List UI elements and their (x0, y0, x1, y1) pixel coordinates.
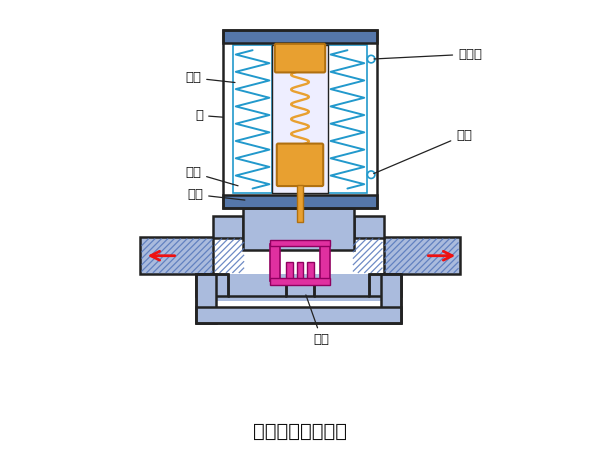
Bar (242, 208, 355, 250)
Bar (271, 244, 280, 281)
FancyBboxPatch shape (277, 144, 323, 186)
Text: 小孔: 小孔 (187, 188, 245, 201)
Bar (196, 274, 228, 296)
Bar (223, 30, 377, 43)
Bar (369, 274, 401, 296)
Bar (271, 279, 329, 285)
FancyBboxPatch shape (275, 44, 325, 72)
Text: 罩: 罩 (195, 109, 223, 122)
Bar (196, 274, 401, 301)
Bar (140, 237, 213, 274)
Text: 阀杆: 阀杆 (374, 129, 472, 174)
Bar (384, 237, 460, 274)
Bar (307, 261, 314, 281)
Bar (233, 45, 272, 193)
Bar (213, 216, 242, 238)
Circle shape (367, 171, 375, 178)
Bar (381, 274, 401, 323)
Bar (320, 244, 329, 281)
Bar (196, 274, 216, 323)
Text: 导阀: 导阀 (306, 295, 330, 346)
Text: 线圈: 线圈 (185, 71, 235, 84)
Text: 定铁心: 定铁心 (374, 48, 482, 61)
Bar (223, 195, 377, 208)
Circle shape (367, 55, 375, 63)
Bar (328, 45, 367, 193)
Text: 直接联系式电磁阀: 直接联系式电磁阀 (253, 422, 347, 441)
Text: 主阀: 主阀 (185, 166, 238, 186)
Bar (296, 261, 304, 281)
Bar (196, 307, 401, 323)
Bar (286, 283, 314, 296)
Bar (297, 185, 303, 222)
Bar (271, 240, 329, 246)
Bar (355, 216, 384, 238)
Bar (223, 30, 377, 208)
Bar (272, 45, 328, 193)
Bar (286, 261, 293, 281)
Bar (223, 30, 377, 208)
